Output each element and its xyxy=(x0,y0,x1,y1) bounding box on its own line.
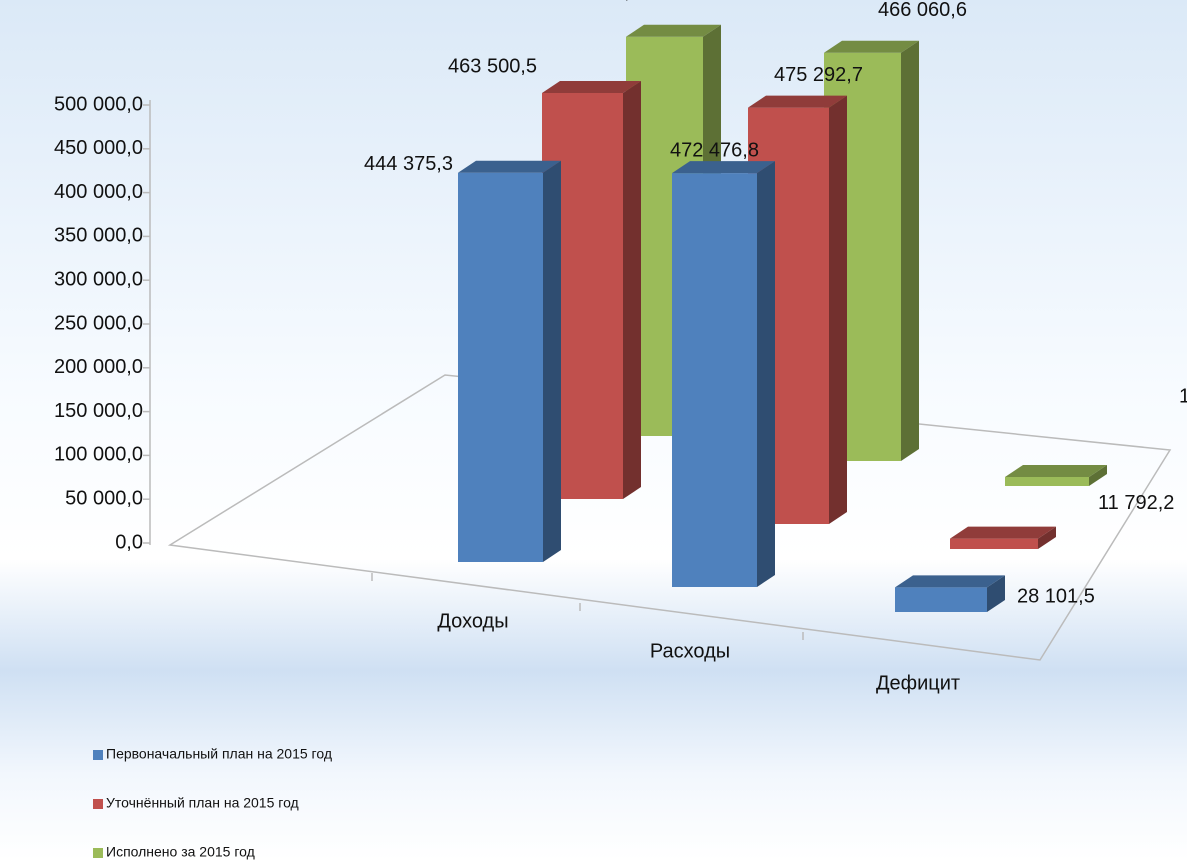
bar xyxy=(458,160,561,562)
bar-face xyxy=(1038,526,1056,549)
y-tick-label: 350 000,0 xyxy=(54,225,143,247)
y-tick-label: 450 000,0 xyxy=(54,137,143,159)
legend-label: Исполнено за 2015 год xyxy=(106,844,255,860)
value-label: 463 500,5 xyxy=(448,55,537,77)
value-label: 10 279,8 xyxy=(1179,385,1187,407)
bar-face xyxy=(672,173,757,587)
x-tick-label: Доходы xyxy=(437,610,508,632)
y-tick-label: 500 000,0 xyxy=(54,93,143,115)
bar-face xyxy=(901,40,919,461)
x-tick-label: Дефицит xyxy=(876,672,960,694)
bar-face xyxy=(542,92,623,499)
floor xyxy=(167,374,1172,661)
bar-face xyxy=(458,172,543,562)
y-tick-label: 50 000,0 xyxy=(65,487,143,509)
bar xyxy=(1005,464,1107,486)
value-label: 11 792,2 xyxy=(1098,492,1174,514)
value-label: 28 101,5 xyxy=(1017,586,1095,608)
bar-face xyxy=(987,575,1005,612)
bar-face xyxy=(824,40,919,53)
value-label: 466 060,6 xyxy=(878,0,967,21)
bar-face xyxy=(542,80,641,93)
bar-face xyxy=(895,587,987,612)
x-tick-label: Расходы xyxy=(650,640,730,662)
bar-face xyxy=(458,160,561,173)
bar-face xyxy=(757,161,775,587)
bar-face xyxy=(672,161,775,174)
bar-face xyxy=(543,160,561,562)
bar xyxy=(672,161,775,587)
y-tick-label: 150 000,0 xyxy=(54,400,143,422)
value-label: 455 780,8 xyxy=(552,0,641,3)
bar xyxy=(542,80,641,499)
value-label: 444 375,3 xyxy=(364,153,453,175)
bar-face xyxy=(829,95,847,525)
bar-face xyxy=(1089,464,1107,486)
bar-face xyxy=(1005,476,1089,486)
legend-swatch xyxy=(93,750,103,760)
legend-swatch xyxy=(93,848,103,858)
y-tick-label: 100 000,0 xyxy=(54,444,143,466)
bar-face xyxy=(950,538,1038,549)
bar-face xyxy=(895,575,1005,588)
bar xyxy=(950,526,1056,549)
legend-label: Первоначальный план на 2015 год xyxy=(106,746,332,762)
bar-face xyxy=(1005,464,1107,477)
bar xyxy=(895,575,1005,612)
bar-face xyxy=(950,526,1056,539)
value-label: 475 292,7 xyxy=(774,64,863,86)
y-tick-label: 200 000,0 xyxy=(54,356,143,378)
y-tick-label: 400 000,0 xyxy=(54,181,143,203)
y-tick-label: 0,0 xyxy=(115,531,143,553)
legend-label: Уточнённый план на 2015 год xyxy=(106,795,299,811)
bar-face xyxy=(626,24,721,37)
legend-swatch xyxy=(93,799,103,809)
bar-face xyxy=(748,95,847,108)
bar-face xyxy=(623,80,641,499)
y-tick-label: 300 000,0 xyxy=(54,268,143,290)
value-label: 472 476,8 xyxy=(670,139,759,161)
y-tick-label: 250 000,0 xyxy=(54,312,143,334)
